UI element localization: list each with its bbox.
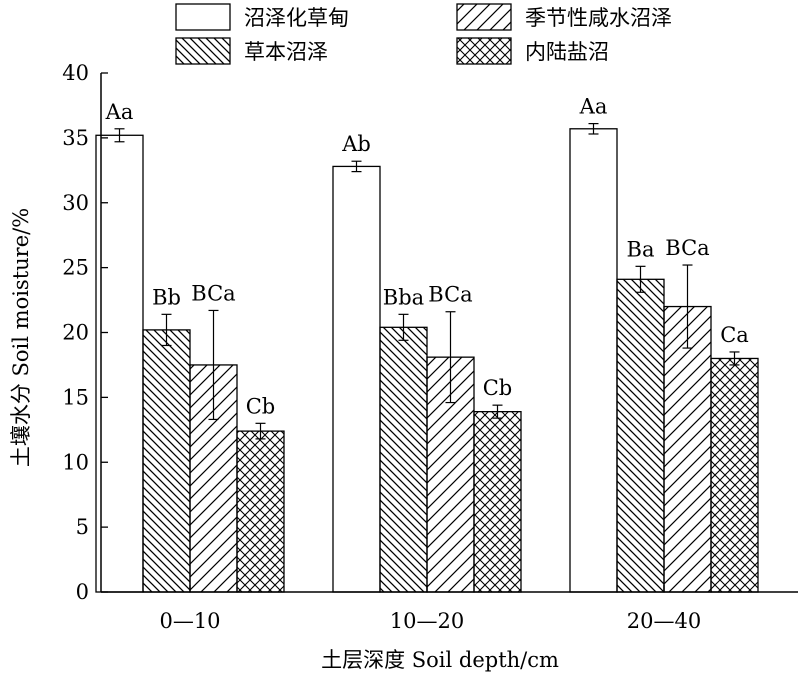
y-tick-label: 5	[76, 515, 89, 539]
data-label: BCa	[428, 283, 472, 307]
legend-label: 内陆盐沼	[525, 40, 609, 64]
axes: 0 5 10 15 20 25 30 35 40 0—10 10—20 20—40 土层深度 Soil …	[9, 61, 798, 672]
bar	[332, 165, 381, 593]
x-tick-label: 0—10	[159, 609, 220, 633]
bar	[569, 128, 618, 593]
y-axis-title: 土壤水分 Soil moisture/%	[9, 208, 33, 467]
y-tick-label: 0	[76, 580, 89, 604]
y-tick-label: 35	[62, 126, 89, 150]
legend-label: 沼泽化草甸	[244, 6, 349, 30]
data-label: Ca	[720, 323, 749, 347]
bar	[236, 430, 285, 593]
legend-swatch	[175, 3, 231, 31]
x-tick-label: 20—40	[627, 609, 701, 633]
bar	[710, 357, 759, 593]
data-label: Ab	[341, 132, 371, 156]
x-tick-label: 10—20	[390, 609, 464, 633]
bar	[473, 410, 522, 593]
bar	[379, 326, 428, 593]
data-label: Ba	[627, 237, 655, 261]
y-tick-label: 40	[62, 61, 89, 85]
x-axis-title: 土层深度 Soil depth/cm	[321, 648, 559, 672]
y-tick-label: 25	[62, 256, 89, 280]
data-label: Cb	[246, 394, 276, 418]
legend-swatch	[456, 3, 512, 31]
data-label: Cb	[483, 376, 513, 400]
bar	[616, 278, 665, 593]
data-label: Bb	[152, 285, 181, 309]
y-tick-label: 30	[62, 191, 89, 215]
y-tick-label: 20	[62, 321, 89, 345]
bar	[142, 329, 191, 593]
bar	[663, 305, 712, 593]
data-label: Bba	[383, 285, 424, 309]
legend-label: 草本沼泽	[244, 40, 328, 64]
bar	[95, 134, 144, 593]
legend-swatch	[456, 37, 512, 65]
data-label: Aa	[105, 100, 134, 124]
legend-label: 季节性咸水沼泽	[525, 6, 672, 30]
legend-swatch	[175, 37, 231, 65]
data-label: BCa	[191, 281, 235, 305]
data-label: BCa	[665, 236, 709, 260]
data-label: Aa	[579, 95, 608, 119]
y-tick-label: 10	[62, 450, 89, 474]
y-tick-label: 15	[62, 385, 89, 409]
